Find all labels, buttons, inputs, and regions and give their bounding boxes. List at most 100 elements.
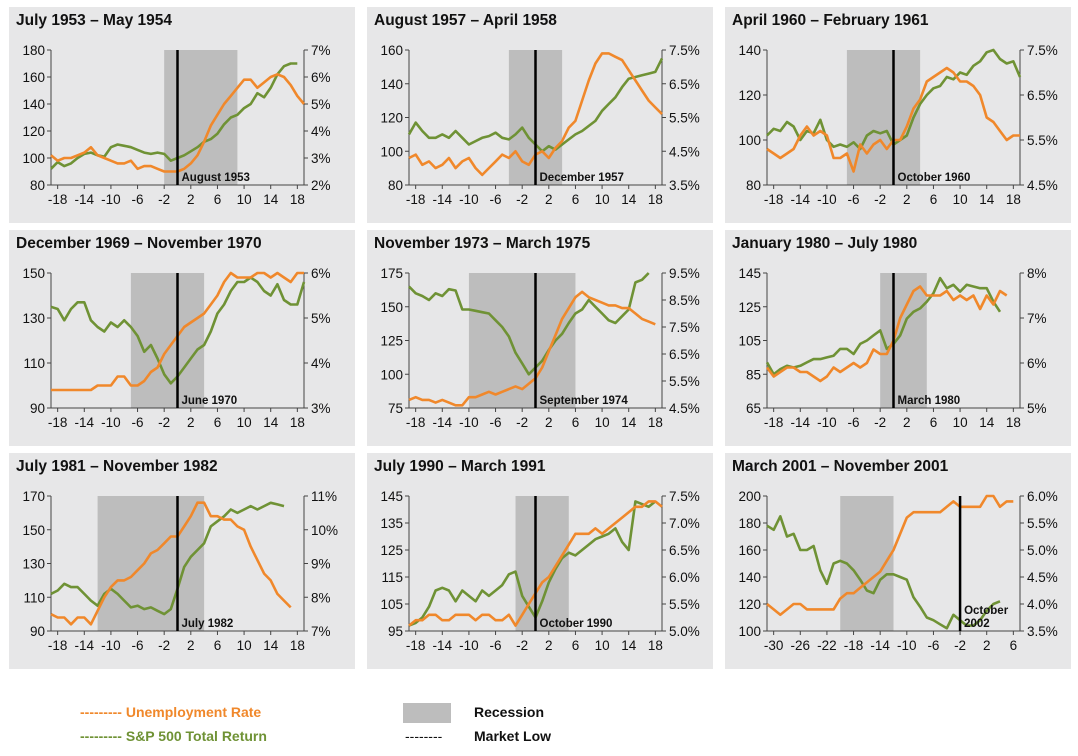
legend-market-low-label: Market Low (474, 728, 552, 744)
y-right-tick-label: 6.0% (1027, 489, 1058, 504)
y-right-tick-label: 6.5% (1027, 88, 1058, 103)
market-low-label: March 1980 (898, 395, 961, 407)
y-left-tick-label: 160 (380, 43, 403, 58)
y-left-tick-label: 130 (22, 311, 45, 326)
market-low-label: August 1953 (182, 172, 250, 184)
x-tick-label: -14 (75, 415, 95, 430)
x-tick-label: 18 (290, 192, 305, 207)
y-left-tick-label: 65 (746, 401, 761, 416)
y-left-tick-label: 160 (22, 70, 45, 85)
chart-svg: 80 100 120 140 160 180 2% 3% 4% 5% 6% 7% -18 -14 -10 -6… (22, 43, 330, 207)
y-left-tick-label: 120 (738, 88, 761, 103)
y-left-tick-label: 140 (22, 97, 45, 112)
y-left-tick-label: 100 (380, 367, 403, 382)
y-left-tick-label: 125 (380, 543, 403, 558)
x-tick-label: -2 (874, 415, 886, 430)
x-tick-label: 14 (263, 415, 279, 430)
y-left-tick-label: 115 (381, 570, 403, 585)
y-left-tick-label: 150 (22, 523, 45, 538)
legend-unemployment: --------- Unemployment Rate (80, 704, 261, 720)
x-tick-label: -14 (433, 415, 453, 430)
y-left-tick-label: 160 (738, 543, 761, 558)
x-tick-label: -2 (874, 192, 886, 207)
x-tick-label: 6 (572, 415, 580, 430)
y-left-tick-label: 100 (738, 133, 761, 148)
x-tick-label: -6 (490, 638, 502, 653)
x-tick-label: -26 (791, 638, 811, 653)
x-tick-label: 6 (214, 415, 222, 430)
y-right-tick-label: 4.5% (1027, 570, 1058, 585)
y-left-tick-label: 110 (23, 356, 45, 371)
recession-band (846, 50, 921, 185)
y-left-tick-label: 180 (738, 516, 761, 531)
x-tick-label: -14 (75, 638, 95, 653)
y-right-tick-label: 6.5% (669, 77, 700, 92)
x-tick-label: -14 (433, 192, 453, 207)
x-tick-label: 6 (214, 638, 222, 653)
y-right-tick-label: 5.5% (669, 374, 700, 389)
x-tick-label: -2 (158, 638, 170, 653)
chart-title: January 1980 – July 1980 (732, 235, 918, 252)
x-tick-label: -6 (132, 415, 144, 430)
x-tick-label: -18 (48, 192, 68, 207)
x-tick-label: 14 (263, 192, 279, 207)
x-tick-label: -6 (490, 415, 502, 430)
y-right-tick-label: 4.0% (1027, 597, 1058, 612)
y-left-tick-label: 150 (22, 266, 45, 281)
y-right-tick-label: 11% (311, 489, 337, 504)
x-tick-label: -6 (490, 192, 502, 207)
y-left-tick-label: 140 (738, 43, 761, 58)
unemployment-line (50, 501, 292, 626)
y-right-tick-label: 5.0% (669, 624, 700, 639)
y-left-tick-label: 90 (30, 624, 45, 639)
y-left-tick-label: 80 (746, 178, 761, 193)
x-tick-label: 6 (572, 638, 580, 653)
chart-title: November 1973 – March 1975 (374, 235, 591, 252)
chart-title: April 1960 – February 1961 (732, 12, 929, 29)
legend-market-low-dashes: -------- (405, 728, 443, 744)
x-tick-label: 2 (903, 192, 911, 207)
x-tick-label: -10 (897, 638, 917, 653)
y-right-tick-label: 4% (311, 356, 331, 371)
x-tick-label: 14 (621, 638, 637, 653)
x-tick-label: -18 (48, 638, 68, 653)
y-left-tick-label: 105 (738, 334, 761, 349)
x-tick-label: -10 (817, 415, 837, 430)
market-low-label: October 1990 (540, 618, 613, 630)
chart-svg: 80 100 120 140 160 3.5% 4.5% 5.5% 6.5% 7.5% -18 -14… (380, 43, 700, 207)
x-tick-label: 2 (545, 415, 553, 430)
x-tick-label: -10 (459, 415, 479, 430)
sp500-line (50, 62, 298, 170)
x-tick-label: -2 (158, 192, 170, 207)
recession-band (130, 273, 205, 408)
y-right-tick-label: 7.5% (669, 320, 700, 335)
unemployment-line (766, 494, 1014, 617)
x-tick-label: -2 (158, 415, 170, 430)
recession-band (164, 50, 238, 185)
y-right-tick-label: 4.5% (1027, 178, 1058, 193)
x-tick-label: 18 (648, 415, 663, 430)
y-left-tick-label: 100 (22, 151, 45, 166)
legend-unemployment-label: Unemployment Rate (125, 704, 262, 720)
x-tick-label: -30 (764, 638, 784, 653)
x-tick-label: -22 (817, 638, 837, 653)
x-tick-label: -10 (101, 415, 121, 430)
legend-sp500-label: S&P 500 Total Return (125, 728, 267, 744)
y-right-tick-label: 5.5% (1027, 516, 1058, 531)
y-left-tick-label: 90 (30, 401, 45, 416)
chart-panel: November 1973 – March 1975 75 100 125 150 175… (367, 230, 713, 446)
x-tick-label: 10 (237, 192, 252, 207)
x-tick-label: -6 (132, 192, 144, 207)
y-left-tick-label: 140 (738, 570, 761, 585)
x-tick-label: -14 (75, 192, 95, 207)
x-tick-label: 10 (237, 638, 252, 653)
x-tick-label: -10 (459, 638, 479, 653)
y-left-tick-label: 200 (738, 489, 761, 504)
x-tick-label: -14 (791, 415, 811, 430)
x-tick-label: -14 (870, 638, 890, 653)
x-tick-label: 10 (595, 192, 610, 207)
y-right-tick-label: 5.5% (669, 597, 700, 612)
y-left-tick-label: 150 (380, 300, 403, 315)
x-tick-label: -10 (817, 192, 837, 207)
x-tick-label: 10 (953, 415, 968, 430)
